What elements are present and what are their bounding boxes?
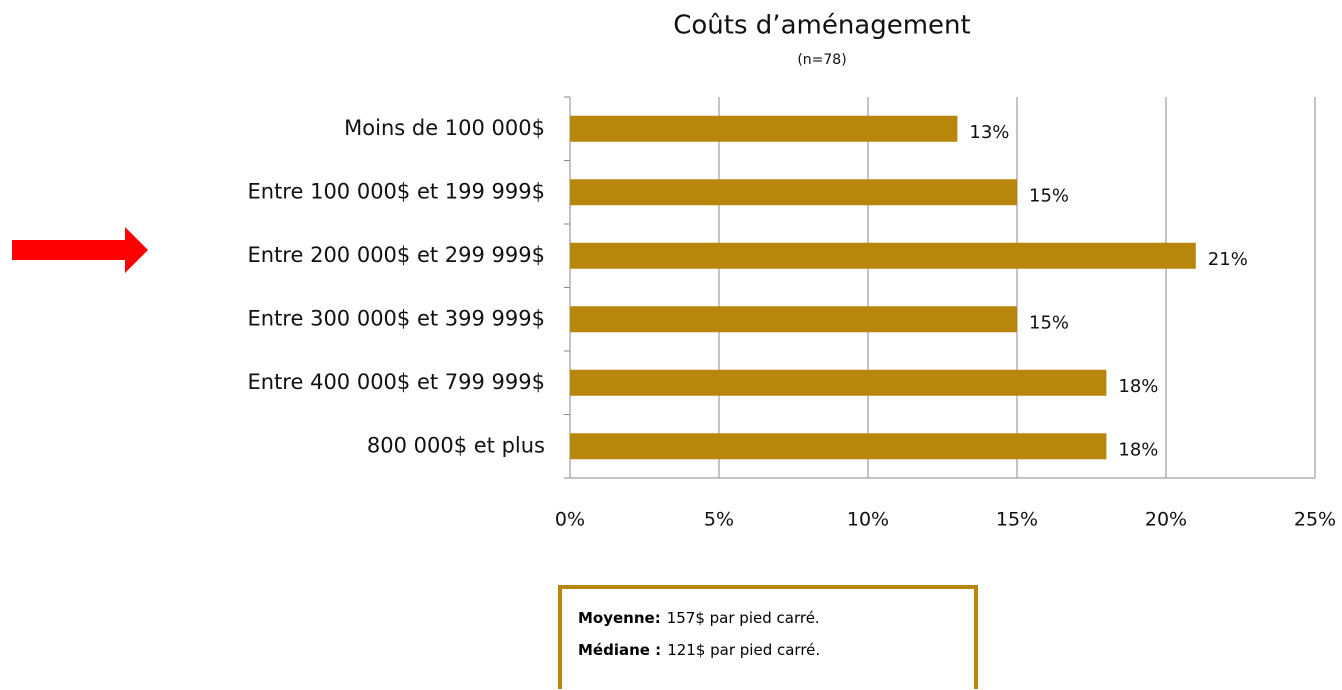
y-tick-label: 800 000$ et plus bbox=[367, 433, 545, 457]
bar bbox=[570, 433, 1107, 460]
note: Médiane : 121$ par pied carré. bbox=[578, 641, 974, 659]
x-tick-label: 0% bbox=[555, 509, 585, 531]
value-label: 18% bbox=[1118, 376, 1158, 397]
note-text: 157$ par pied carré. bbox=[666, 609, 820, 627]
bar bbox=[570, 242, 1196, 269]
y-tick-label: Entre 300 000$ et 399 999$ bbox=[248, 306, 546, 330]
bar bbox=[570, 179, 1017, 206]
bar bbox=[570, 306, 1017, 333]
chart-title: Coûts d’aménagement bbox=[673, 11, 970, 41]
note-label: Médiane : bbox=[578, 641, 662, 659]
x-tick-label: 25% bbox=[1294, 509, 1336, 531]
value-label: 21% bbox=[1208, 249, 1248, 270]
value-label: 13% bbox=[969, 122, 1009, 143]
x-tick-label: 20% bbox=[1145, 509, 1187, 531]
value-label: 15% bbox=[1029, 312, 1069, 333]
bar bbox=[570, 369, 1107, 396]
note-text: 121$ par pied carré. bbox=[667, 641, 821, 659]
value-label: 15% bbox=[1029, 185, 1069, 206]
note: Moyenne: 157$ par pied carré. bbox=[578, 609, 974, 627]
bar bbox=[570, 115, 958, 142]
x-tick-label: 15% bbox=[996, 509, 1038, 531]
note-box: Moyenne: 157$ par pied carré. Médiane : 121… bbox=[558, 585, 978, 689]
y-tick-label: Entre 200 000$ et 299 999$ bbox=[248, 243, 546, 267]
y-tick-label: Entre 400 000$ et 799 999$ bbox=[248, 370, 546, 394]
y-tick-label: Moins de 100 000$ bbox=[344, 116, 545, 140]
value-label: 18% bbox=[1118, 439, 1158, 460]
y-tick-label: Entre 100 000$ et 199 999$ bbox=[248, 179, 546, 203]
chart-subtitle: (n=78) bbox=[797, 52, 846, 68]
arrow bbox=[12, 227, 148, 273]
x-tick-label: 5% bbox=[704, 509, 734, 531]
x-tick-label: 10% bbox=[847, 509, 889, 531]
note-label: Moyenne: bbox=[578, 609, 661, 627]
